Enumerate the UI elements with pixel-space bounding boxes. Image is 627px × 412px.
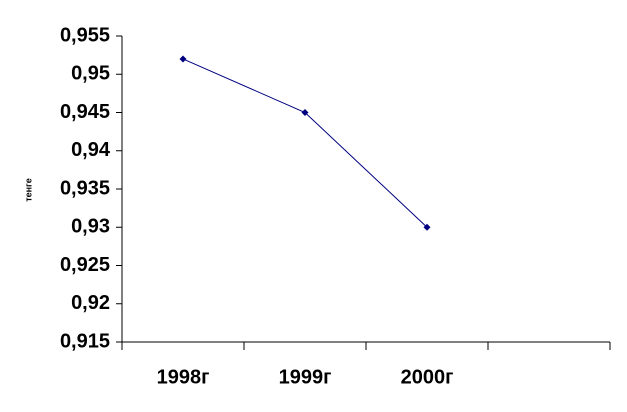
point <box>179 55 187 63</box>
y-axis-label: тенге <box>23 178 33 202</box>
y-tick-label: 0,935 <box>60 177 110 199</box>
x-tick-label: 2000г <box>401 366 454 388</box>
point <box>423 223 431 231</box>
point <box>301 109 309 116</box>
x-tick-label: 1999г <box>279 366 332 388</box>
y-tick-label: 0,93 <box>71 216 110 238</box>
y-tick-label: 0,925 <box>60 254 110 276</box>
x-tick-label: 1998г <box>157 366 210 388</box>
y-tick-label: 0,94 <box>71 139 111 161</box>
series-line <box>182 58 428 228</box>
y-tick-label: 0,95 <box>71 63 110 85</box>
y-tick-label: 0,945 <box>60 101 110 123</box>
y-tick-label: 0,92 <box>71 292 110 314</box>
y-tick-label: 0,955 <box>60 24 110 46</box>
y-tick-label: 0,915 <box>60 330 110 352</box>
